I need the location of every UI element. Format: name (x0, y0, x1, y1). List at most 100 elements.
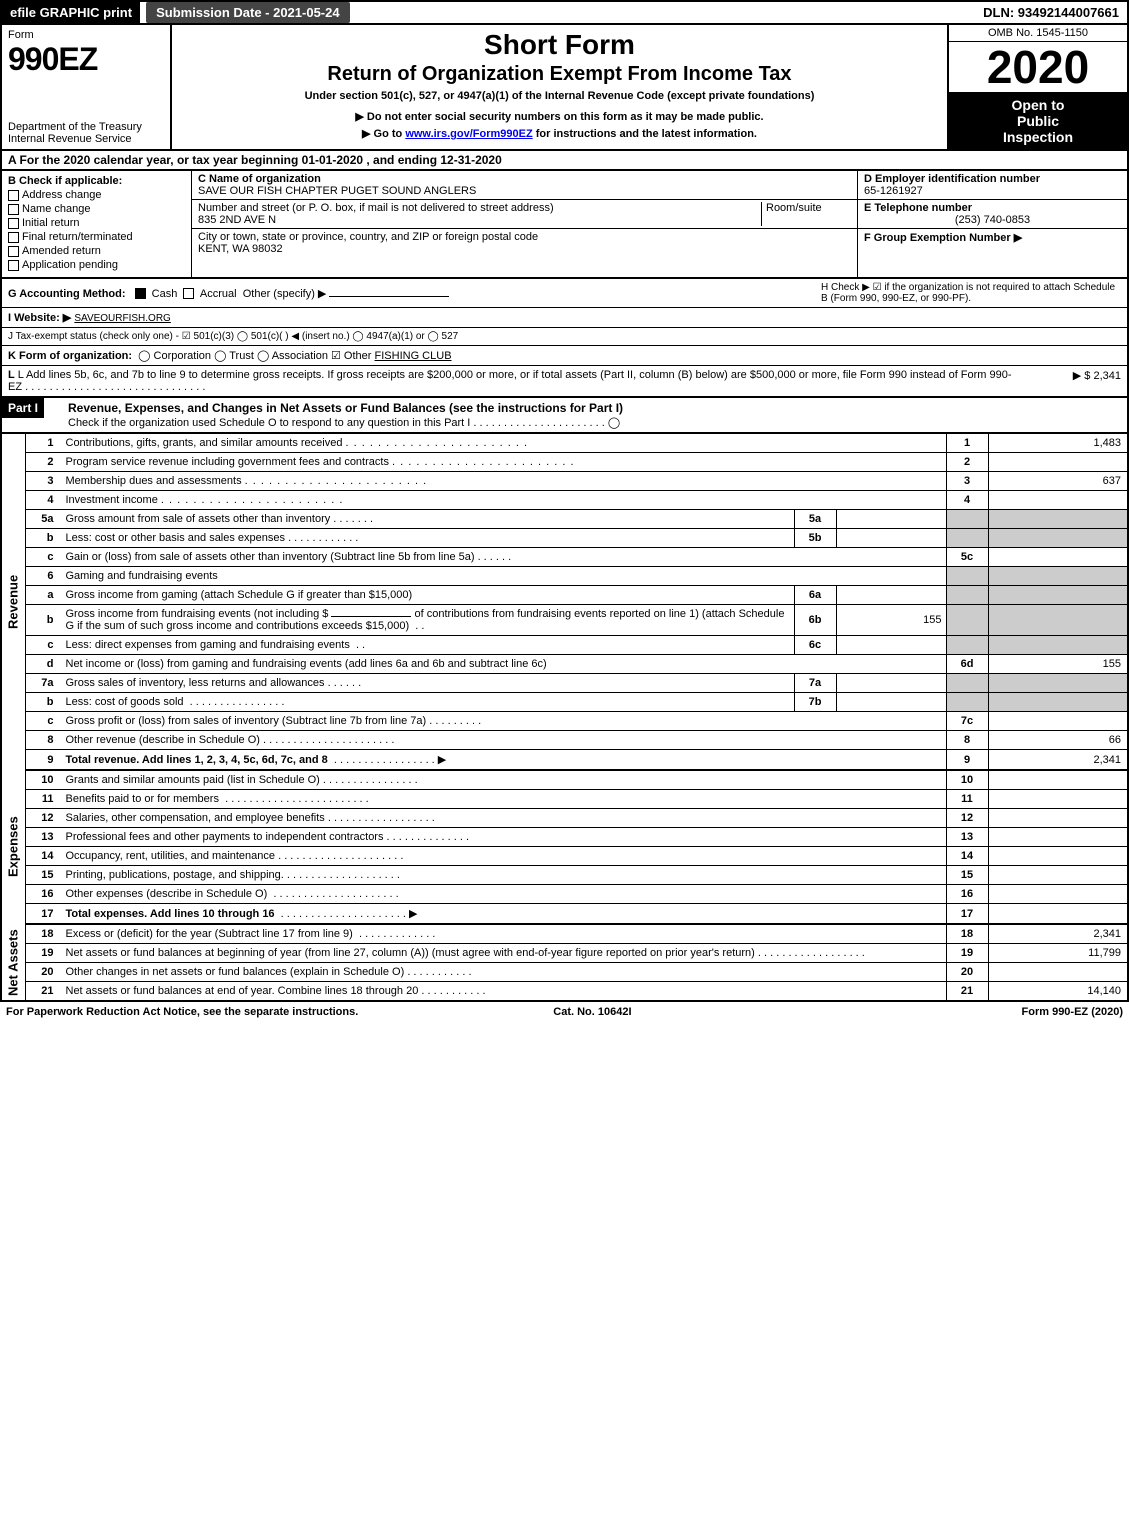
line-desc: Total revenue. Add lines 1, 2, 3, 4, 5c,… (66, 754, 328, 766)
row-k: K Form of organization: ◯ Corporation ◯ … (0, 346, 1129, 366)
checkbox-address-change[interactable]: Address change (8, 189, 185, 201)
line-11-value (988, 790, 1128, 809)
line-1: Revenue 1 Contributions, gifts, grants, … (1, 434, 1128, 453)
accrual-label: Accrual (200, 288, 237, 300)
row-h: H Check ▶ ☑ if the organization is not r… (821, 282, 1121, 304)
line-3-value: 637 (988, 472, 1128, 491)
line-7b-mini (836, 693, 946, 712)
line-7c: cGross profit or (loss) from sales of in… (1, 712, 1128, 731)
line-desc: Program service revenue including govern… (66, 456, 389, 468)
checkbox-final-return[interactable]: Final return/terminated (8, 231, 185, 243)
inspection-l2: Public (953, 113, 1123, 129)
ein-value: 65-1261927 (864, 185, 923, 197)
line-18-value: 2,341 (988, 924, 1128, 944)
line-21-value: 14,140 (988, 982, 1128, 1002)
inspection-l3: Inspection (953, 129, 1123, 145)
title-link-row: ▶ Go to www.irs.gov/Form990EZ for instru… (180, 127, 939, 140)
line-desc: Gross sales of inventory, less returns a… (66, 677, 325, 689)
irs-link[interactable]: www.irs.gov/Form990EZ (405, 128, 532, 140)
city-value: KENT, WA 98032 (198, 243, 283, 255)
form-number: 990EZ (8, 41, 164, 78)
line-desc: Benefits paid to or for members (66, 793, 219, 805)
line-16: 16Other expenses (describe in Schedule O… (1, 885, 1128, 904)
title-sub: Return of Organization Exempt From Incom… (180, 63, 939, 86)
other-label: Other (specify) ▶ (243, 288, 327, 300)
checkbox-label: Application pending (22, 259, 118, 271)
label-e: E Telephone number (864, 202, 972, 214)
dln: DLN: 93492144007661 (975, 2, 1127, 23)
section-def: D Employer identification number 65-1261… (857, 171, 1127, 277)
phone-row: E Telephone number (253) 740-0853 (858, 200, 1127, 229)
line-8-value: 66 (988, 731, 1128, 750)
line-desc: Net income or (loss) from gaming and fun… (62, 655, 947, 674)
line-desc: Total expenses. Add lines 10 through 16 (66, 908, 275, 920)
part1-sub: Check if the organization used Schedule … (68, 417, 620, 429)
section-b-header: B Check if applicable: (8, 175, 185, 187)
ein-row: D Employer identification number 65-1261… (858, 171, 1127, 200)
info-grid: B Check if applicable: Address change Na… (0, 171, 1129, 279)
street-label: Number and street (or P. O. box, if mail… (198, 202, 554, 214)
line-15-value (988, 866, 1128, 885)
part1-table: Revenue 1 Contributions, gifts, grants, … (0, 434, 1129, 1002)
section-b: B Check if applicable: Address change Na… (2, 171, 192, 277)
other-specify-input[interactable] (329, 296, 449, 297)
omb-number: OMB No. 1545-1150 (949, 25, 1127, 42)
line-12-value (988, 809, 1128, 828)
part1-label: Part I (2, 398, 44, 418)
line-21: 21Net assets or fund balances at end of … (1, 982, 1128, 1002)
checkbox-initial-return[interactable]: Initial return (8, 217, 185, 229)
checkbox-label: Address change (22, 189, 102, 201)
checkbox-accrual[interactable] (183, 288, 194, 299)
line-desc: Membership dues and assessments (66, 475, 242, 487)
footer-left: For Paperwork Reduction Act Notice, see … (6, 1006, 358, 1018)
line-9: 9Total revenue. Add lines 1, 2, 3, 4, 5c… (1, 750, 1128, 771)
line-7b: bLess: cost of goods sold . . . . . . . … (1, 693, 1128, 712)
line-6c: cLess: direct expenses from gaming and f… (1, 636, 1128, 655)
k-other-value: FISHING CLUB (375, 350, 452, 362)
checkbox-name-change[interactable]: Name change (8, 203, 185, 215)
line-desc-pre: Gross income from fundraising events (no… (66, 608, 329, 620)
line-11: 11Benefits paid to or for members . . . … (1, 790, 1128, 809)
footer-right: Form 990-EZ (2020) (1022, 1006, 1123, 1018)
line-desc: Less: direct expenses from gaming and fu… (66, 639, 350, 651)
row-l: L L Add lines 5b, 6c, and 7b to line 9 t… (0, 366, 1129, 398)
title-link-suffix: for instructions and the latest informat… (536, 128, 757, 140)
line-4: 4Investment income 4 (1, 491, 1128, 510)
part1-sub-text: Check if the organization used Schedule … (68, 417, 470, 429)
header-center: Short Form Return of Organization Exempt… (172, 25, 947, 149)
line-2-value (988, 453, 1128, 472)
title-note: ▶ Do not enter social security numbers o… (180, 110, 939, 123)
line-7a-mini (836, 674, 946, 693)
line-9-value: 2,341 (988, 750, 1128, 771)
part1-header-row: Part I Revenue, Expenses, and Changes in… (0, 398, 1129, 434)
sidebar-revenue: Revenue (1, 434, 26, 770)
street-value: 835 2ND AVE N (198, 214, 276, 226)
part1-sub-checkbox[interactable]: ◯ (608, 417, 620, 429)
checkbox-cash[interactable] (135, 288, 146, 299)
line-6a: aGross income from gaming (attach Schedu… (1, 586, 1128, 605)
group-exemption-row: F Group Exemption Number ▶ (858, 229, 1127, 277)
line-5a-mini (836, 510, 946, 529)
city-row: City or town, state or province, country… (192, 229, 857, 257)
line-desc: Gross profit or (loss) from sales of inv… (66, 715, 427, 727)
line-3: 3Membership dues and assessments 3637 (1, 472, 1128, 491)
line-15: 15Printing, publications, postage, and s… (1, 866, 1128, 885)
line-1-value: 1,483 (988, 434, 1128, 453)
label-k: K Form of organization: (8, 350, 132, 362)
line-6b-blank[interactable] (331, 616, 411, 617)
checkbox-amended-return[interactable]: Amended return (8, 245, 185, 257)
k-options: ◯ Corporation ◯ Trust ◯ Association ☑ Ot… (138, 350, 371, 362)
line-4-value (988, 491, 1128, 510)
line-6a-mini (836, 586, 946, 605)
line-desc: Gross income from gaming (attach Schedul… (62, 586, 795, 605)
room-label: Room/suite (766, 202, 822, 214)
line-desc: Less: cost or other basis and sales expe… (66, 532, 286, 544)
line-17-value (988, 904, 1128, 925)
checkbox-label: Final return/terminated (22, 231, 133, 243)
line-2: 2Program service revenue including gover… (1, 453, 1128, 472)
label-g: G Accounting Method: (8, 288, 126, 300)
row-i: I Website: ▶ SAVEOURFISH.ORG (0, 308, 1129, 328)
line-desc: Contributions, gifts, grants, and simila… (66, 437, 343, 449)
page-footer: For Paperwork Reduction Act Notice, see … (0, 1002, 1129, 1022)
checkbox-application-pending[interactable]: Application pending (8, 259, 185, 271)
